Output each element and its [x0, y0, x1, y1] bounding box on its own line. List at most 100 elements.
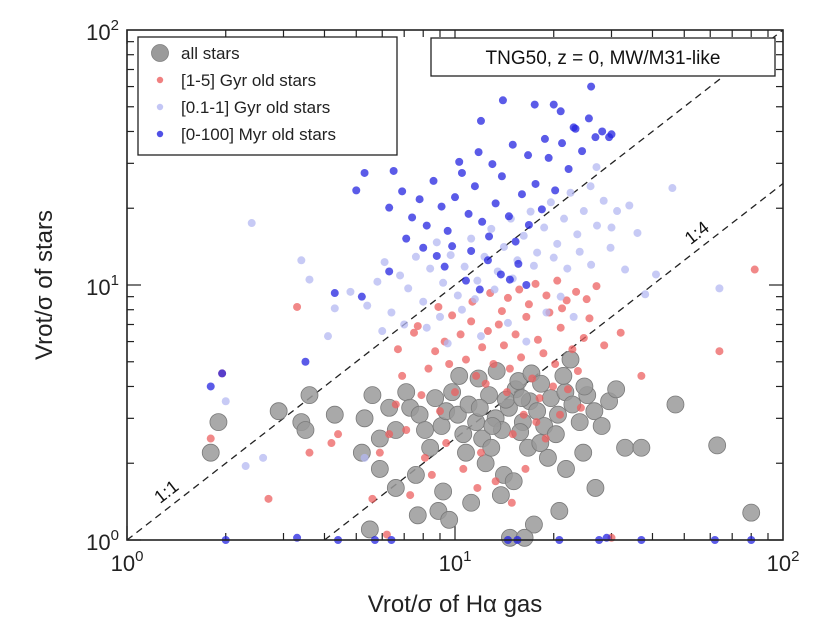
series-0	[201, 350, 761, 547]
data-point	[419, 243, 428, 252]
data-point	[532, 418, 541, 427]
data-point	[515, 285, 524, 294]
data-point	[419, 297, 428, 306]
data-point	[402, 234, 411, 243]
data-point	[517, 190, 526, 199]
data-point	[715, 284, 724, 293]
data-point	[499, 242, 508, 251]
data-point	[533, 335, 542, 344]
data-point	[637, 371, 646, 380]
data-point	[632, 438, 651, 457]
data-point	[485, 232, 494, 241]
data-point	[524, 300, 533, 309]
data-point	[464, 209, 473, 218]
data-point	[488, 160, 497, 169]
data-point	[457, 168, 466, 177]
data-point	[357, 292, 366, 301]
data-point	[542, 291, 551, 300]
data-point	[422, 221, 431, 230]
data-point	[218, 369, 227, 378]
data-point	[206, 382, 215, 391]
data-point	[549, 100, 558, 109]
data-point	[531, 279, 540, 288]
data-point	[573, 366, 582, 375]
data-point	[457, 305, 466, 314]
data-point	[221, 397, 230, 406]
data-point	[549, 253, 558, 262]
data-point	[327, 439, 336, 448]
data-point	[467, 234, 476, 243]
data-point	[616, 438, 634, 457]
x-axis-label: Vrot/σ of Hα gas	[368, 591, 543, 618]
data-point	[386, 479, 405, 497]
data-point	[578, 147, 587, 156]
x-tick-label: 100	[111, 548, 144, 576]
data-point	[491, 477, 500, 486]
data-point	[499, 341, 508, 350]
data-point	[373, 277, 382, 286]
data-point	[585, 314, 594, 323]
data-point	[456, 330, 465, 339]
data-point	[606, 243, 615, 252]
data-point	[400, 320, 409, 329]
y-tick-label: 101	[86, 272, 119, 300]
data-point	[490, 285, 499, 294]
data-point	[426, 264, 435, 273]
data-point	[363, 386, 382, 405]
data-point	[387, 308, 396, 317]
data-point	[483, 327, 492, 336]
data-point	[352, 186, 361, 195]
data-point	[497, 172, 506, 181]
data-point	[398, 187, 407, 196]
data-point	[496, 270, 505, 279]
data-point	[540, 134, 549, 143]
series-2	[221, 163, 724, 471]
legend-marker-0-1-1-gyr	[156, 103, 164, 111]
data-point	[570, 413, 589, 431]
data-point	[360, 168, 369, 177]
data-point	[385, 267, 394, 276]
data-point	[556, 292, 565, 301]
data-point	[539, 349, 548, 358]
data-point	[564, 165, 573, 174]
data-point	[535, 394, 544, 403]
data-point	[406, 491, 415, 500]
data-point	[467, 246, 476, 255]
data-point	[591, 133, 600, 142]
data-point	[443, 226, 452, 235]
data-point	[508, 140, 517, 149]
data-point	[563, 264, 572, 273]
data-point	[393, 345, 402, 354]
data-point	[529, 261, 538, 270]
data-point	[461, 276, 470, 285]
data-point	[537, 205, 546, 214]
data-point	[269, 402, 288, 421]
data-point	[513, 389, 531, 408]
data-point	[715, 347, 724, 356]
tick-labels-layer: 100 101 102 100 101 102	[86, 17, 799, 576]
data-point	[264, 494, 273, 503]
data-point	[391, 400, 400, 409]
data-point	[668, 184, 677, 193]
data-point	[522, 281, 531, 289]
data-point	[585, 402, 604, 421]
data-point	[551, 360, 560, 368]
data-point	[206, 434, 215, 443]
data-point	[582, 295, 591, 304]
data-point	[586, 182, 595, 191]
data-point	[375, 448, 384, 457]
data-point	[451, 193, 459, 202]
data-point	[613, 207, 622, 216]
legend-marker-0-100-myr	[156, 130, 164, 138]
data-point	[385, 430, 394, 439]
data-point	[666, 395, 685, 414]
reference-line-1-1	[126, 29, 784, 541]
data-point	[429, 176, 438, 185]
data-point	[445, 360, 454, 368]
data-point	[593, 221, 602, 230]
data-point	[566, 188, 575, 197]
data-point	[443, 339, 452, 348]
data-point	[551, 186, 560, 195]
data-point	[569, 123, 578, 132]
data-point	[434, 482, 453, 501]
